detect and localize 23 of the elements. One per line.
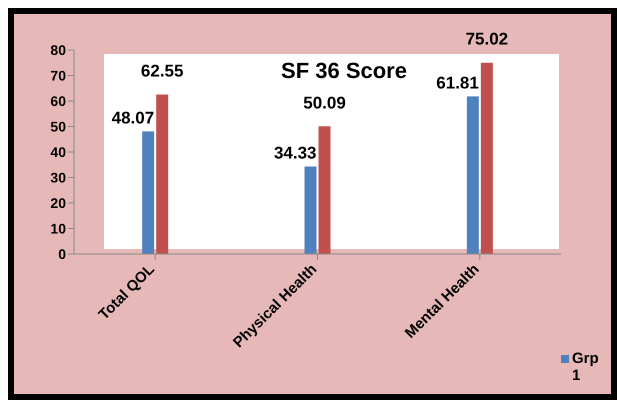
y-tick-label: 30 — [50, 169, 66, 186]
legend-label: Grp 1 — [572, 350, 600, 384]
bar — [480, 62, 493, 254]
data-label: 34.33 — [274, 143, 317, 162]
y-tick-label: 70 — [50, 67, 66, 84]
y-tick-label: 40 — [50, 144, 66, 160]
bar — [466, 96, 479, 254]
data-label: 75.02 — [466, 30, 508, 49]
data-label: 48.07 — [112, 108, 154, 128]
data-label: 61.81 — [436, 73, 479, 92]
y-tick-label: 80 — [50, 42, 66, 58]
data-label: 50.09 — [303, 93, 346, 112]
y-tick-label: 60 — [50, 92, 66, 109]
bar — [156, 94, 168, 254]
y-tick-label: 20 — [50, 194, 66, 211]
bar — [304, 166, 317, 254]
chart-title: SF 36 Score — [281, 58, 407, 83]
y-tick-label: 50 — [50, 118, 66, 134]
bar — [318, 126, 331, 254]
data-label: 62.55 — [140, 62, 184, 80]
y-tick-label: 10 — [50, 220, 66, 236]
bar — [142, 131, 154, 254]
y-tick-label: 0 — [58, 246, 66, 262]
